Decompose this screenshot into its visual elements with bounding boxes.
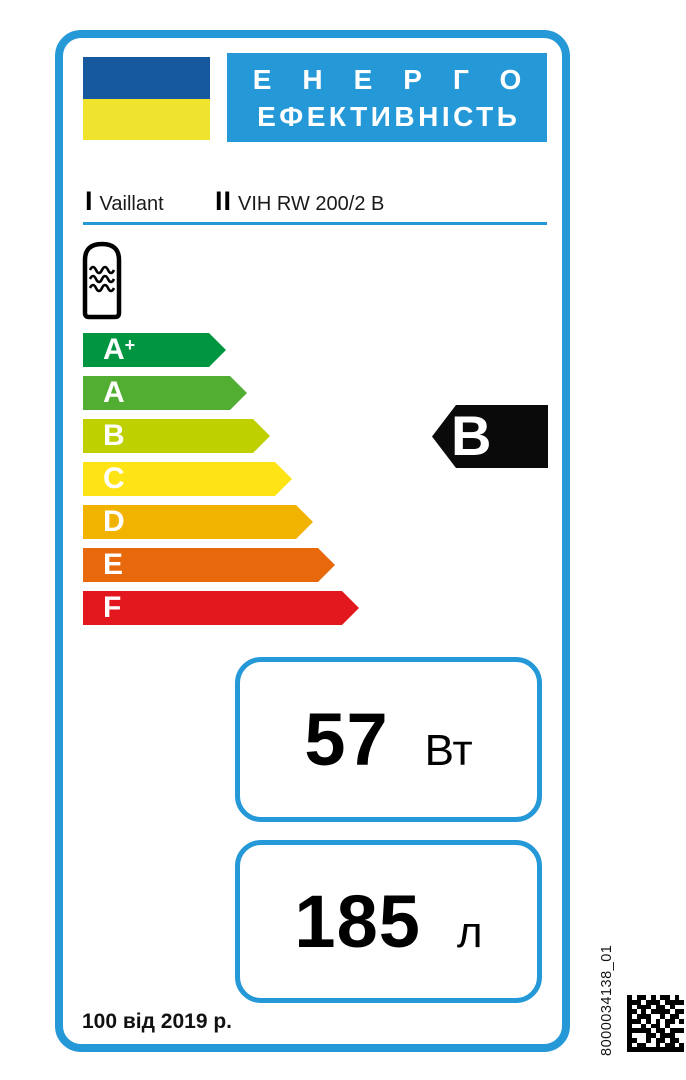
current-rating-letter: B	[451, 404, 492, 467]
grade-letter: D	[103, 505, 125, 538]
power-value: 57	[304, 698, 389, 781]
grade-letter: C	[103, 462, 125, 495]
supplier-marker: I	[85, 186, 94, 216]
rating-arrow-b: B	[83, 419, 270, 453]
model-name: VIH RW 200/2 B	[238, 193, 385, 215]
header-title-box: ЕНЕРГО ЕФЕКТИВНІСТЬ	[227, 53, 547, 142]
flag-yellow-stripe	[83, 99, 210, 140]
power-metric: 57 Вт	[304, 697, 472, 782]
rating-arrow-c: C	[83, 462, 292, 496]
power-box: 57 Вт	[235, 657, 542, 822]
grade-letter: B	[103, 419, 125, 452]
model-marker: II	[215, 186, 233, 216]
article-code-vertical: 8000034138_01	[599, 944, 615, 1056]
grade-letter: F	[103, 591, 122, 624]
grade-letter: A	[103, 376, 125, 409]
flag-blue-stripe	[83, 57, 210, 99]
ukraine-flag-icon	[83, 57, 210, 140]
datamatrix-barcode	[627, 995, 684, 1052]
rating-arrow-e: E	[83, 548, 335, 582]
header-title-line2: ЕФЕКТИВНІСТЬ	[257, 100, 521, 132]
grade-letter: A	[103, 333, 125, 366]
supplier-name: Vaillant	[99, 193, 164, 215]
volume-value: 185	[294, 880, 421, 963]
power-unit: Вт	[424, 726, 473, 775]
volume-metric: 185 л	[294, 879, 482, 964]
rating-arrow-f: F	[83, 591, 359, 625]
header-divider	[83, 222, 547, 225]
energy-label-frame: ЕНЕРГО ЕФЕКТИВНІСТЬ I Vaillant II VIH RW…	[55, 30, 570, 1052]
header-title-line1: ЕНЕРГО	[252, 63, 553, 95]
rating-arrow-a: A	[83, 376, 247, 410]
volume-unit: л	[456, 908, 483, 957]
volume-box: 185 л	[235, 840, 542, 1003]
rating-arrow-a-plus: A+	[83, 333, 226, 367]
grade-letter: E	[103, 548, 124, 581]
regulation-text: 100 від 2019 р.	[82, 1010, 232, 1033]
supplier-row: I Vaillant	[85, 186, 164, 217]
grade-plus: +	[124, 335, 136, 355]
model-row: II VIH RW 200/2 B	[215, 186, 384, 217]
rating-arrow-d: D	[83, 505, 313, 539]
water-tank-icon	[82, 241, 122, 320]
current-rating-arrow: B	[432, 405, 548, 468]
